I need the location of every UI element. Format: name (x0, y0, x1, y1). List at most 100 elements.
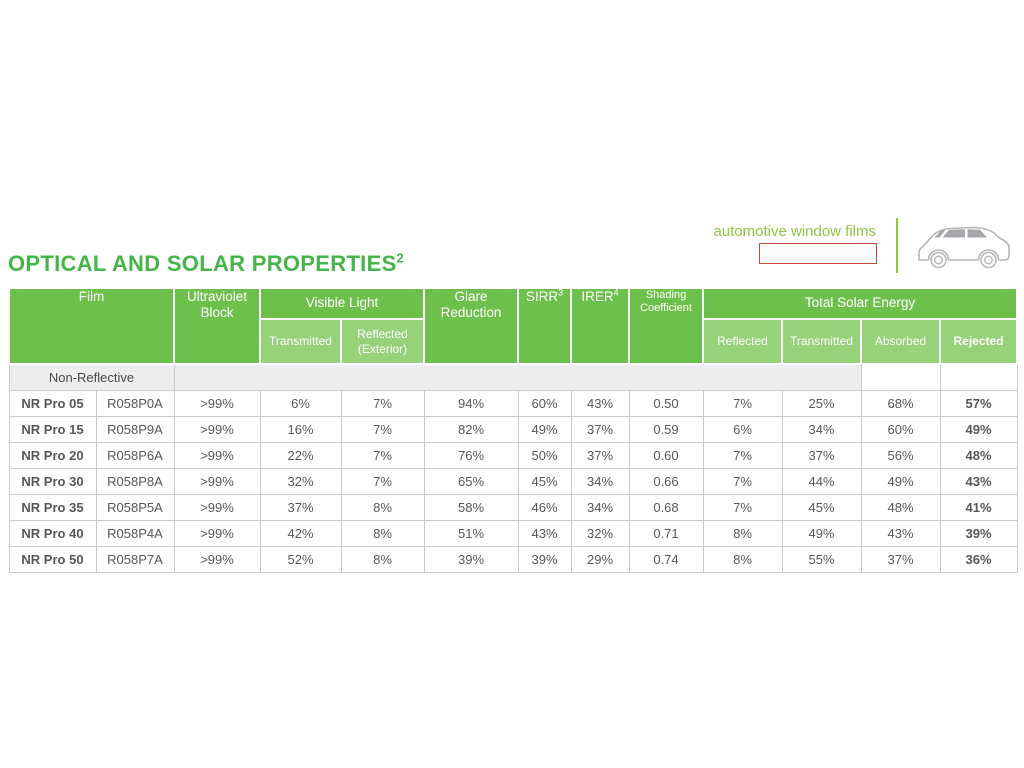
header-total-solar-energy: Total Solar Energy (702, 287, 1018, 320)
header-film: Film (8, 287, 175, 365)
sirr-footnote-marker: 3 (558, 287, 564, 298)
cell-shading-coefficient: 0.68 (628, 494, 704, 521)
cell-irer: 43% (570, 390, 630, 417)
cell-tse-rejected: 57% (939, 390, 1018, 417)
page-title: OPTICAL AND SOLAR PROPERTIES2 (8, 251, 404, 277)
optical-solar-properties-table: Film Ultraviolet Block Visible Light Gla… (8, 287, 1018, 573)
cell-sirr: 50% (517, 442, 572, 469)
header-shading-coefficient: Shading Coefficient (628, 287, 704, 365)
cell-tse-absorbed: 48% (860, 494, 941, 521)
cell-tse-reflected: 7% (702, 390, 783, 417)
cell-tse-rejected: 41% (939, 494, 1018, 521)
cell-tse-absorbed: 37% (860, 546, 941, 573)
cell-irer: 34% (570, 494, 630, 521)
cell-shading-coefficient: 0.59 (628, 416, 704, 443)
cell-irer: 32% (570, 520, 630, 547)
title-footnote-marker: 2 (396, 250, 405, 266)
cell-tse-absorbed: 43% (860, 520, 941, 547)
page-title-text: OPTICAL AND SOLAR PROPERTIES (8, 251, 397, 276)
cell-uv-block: >99% (173, 416, 261, 443)
cell-sirr: 39% (517, 546, 572, 573)
cell-tse-transmitted: 49% (781, 520, 862, 547)
cell-code: R058P4A (95, 520, 175, 547)
cell-shading-coefficient: 0.71 (628, 520, 704, 547)
cell-tse-rejected: 49% (939, 416, 1018, 443)
cell-name: NR Pro 35 (8, 494, 97, 521)
cell-tse-absorbed: 68% (860, 390, 941, 417)
cell-shading-coefficient: 0.60 (628, 442, 704, 469)
cell-glare-reduction: 58% (423, 494, 519, 521)
cell-tse-reflected: 7% (702, 442, 783, 469)
cell-tse-absorbed: 56% (860, 442, 941, 469)
cell-tse-reflected: 7% (702, 468, 783, 495)
cell-uv-block: >99% (173, 468, 261, 495)
cell-tse-transmitted: 37% (781, 442, 862, 469)
cell-tse-transmitted: 55% (781, 546, 862, 573)
cell-code: R058P6A (95, 442, 175, 469)
cell-glare-reduction: 82% (423, 416, 519, 443)
film-row: NR Pro 20 R058P6A >99% 22% 7% 76% 50% 37% 0.60 7%… (8, 442, 1018, 469)
header-visible-light: Visible Light (259, 287, 425, 320)
film-row: NR Pro 15 R058P9A >99% 16% 7% 82% 49% 37% 0.59 6%… (8, 416, 1018, 443)
cell-vl-reflected: 8% (340, 546, 425, 573)
cell-vl-reflected: 7% (340, 416, 425, 443)
cell-irer: 34% (570, 468, 630, 495)
cell-glare-reduction: 51% (423, 520, 519, 547)
film-row: NR Pro 35 R058P5A >99% 37% 8% 58% 46% 34% 0.68 7%… (8, 494, 1018, 521)
header-glare-reduction: Glare Reduction (423, 287, 519, 365)
film-row: NR Pro 30 R058P8A >99% 32% 7% 65% 45% 34% 0.66 7%… (8, 468, 1018, 495)
brand-divider-line (896, 218, 898, 273)
cell-sirr: 43% (517, 520, 572, 547)
cell-tse-transmitted: 45% (781, 494, 862, 521)
cell-sirr: 46% (517, 494, 572, 521)
cell-vl-transmitted: 37% (259, 494, 342, 521)
cell-code: R058P9A (95, 416, 175, 443)
header-tse-absorbed: Absorbed (860, 318, 941, 365)
header-vl-transmitted: Transmitted (259, 318, 342, 365)
film-row: NR Pro 05 R058P0A >99% 6% 7% 94% 60% 43% 0.50 7% 2… (8, 390, 1018, 417)
header-irer: IRER4 (570, 287, 630, 365)
cell-uv-block: >99% (173, 546, 261, 573)
cell-uv-block: >99% (173, 520, 261, 547)
cell-vl-transmitted: 32% (259, 468, 342, 495)
car-icon (912, 219, 1016, 269)
cell-tse-rejected: 39% (939, 520, 1018, 547)
redacted-logo-box (759, 243, 877, 264)
cell-sirr: 49% (517, 416, 572, 443)
blank-absorbed-cell (860, 363, 941, 391)
cell-tse-transmitted: 34% (781, 416, 862, 443)
cell-glare-reduction: 39% (423, 546, 519, 573)
blank-rejected-cell (939, 363, 1018, 391)
cell-name: NR Pro 30 (8, 468, 97, 495)
cell-tse-transmitted: 25% (781, 390, 862, 417)
cell-name: NR Pro 05 (8, 390, 97, 417)
cell-tse-rejected: 43% (939, 468, 1018, 495)
irer-footnote-marker: 4 (613, 287, 619, 298)
cell-uv-block: >99% (173, 494, 261, 521)
cell-tse-rejected: 36% (939, 546, 1018, 573)
cell-vl-transmitted: 16% (259, 416, 342, 443)
cell-name: NR Pro 20 (8, 442, 97, 469)
cell-vl-transmitted: 42% (259, 520, 342, 547)
cell-tse-rejected: 48% (939, 442, 1018, 469)
cell-code: R058P8A (95, 468, 175, 495)
cell-tse-absorbed: 49% (860, 468, 941, 495)
cell-uv-block: >99% (173, 390, 261, 417)
cell-vl-transmitted: 6% (259, 390, 342, 417)
header-vl-reflected-exterior: Reflected (Exterior) (340, 318, 425, 365)
section-fill (173, 363, 862, 391)
cell-tse-reflected: 7% (702, 494, 783, 521)
header-sirr: SIRR3 (517, 287, 572, 365)
cell-tse-reflected: 8% (702, 546, 783, 573)
header-tse-reflected: Reflected (702, 318, 783, 365)
cell-shading-coefficient: 0.66 (628, 468, 704, 495)
cell-name: NR Pro 50 (8, 546, 97, 573)
cell-vl-transmitted: 22% (259, 442, 342, 469)
cell-glare-reduction: 76% (423, 442, 519, 469)
cell-tse-transmitted: 44% (781, 468, 862, 495)
header-tse-rejected: Rejected (939, 318, 1018, 365)
header-uv-block: Ultraviolet Block (173, 287, 261, 365)
cell-sirr: 60% (517, 390, 572, 417)
film-row: NR Pro 40 R058P4A >99% 42% 8% 51% 43% 32% 0.71 8%… (8, 520, 1018, 547)
cell-irer: 37% (570, 416, 630, 443)
